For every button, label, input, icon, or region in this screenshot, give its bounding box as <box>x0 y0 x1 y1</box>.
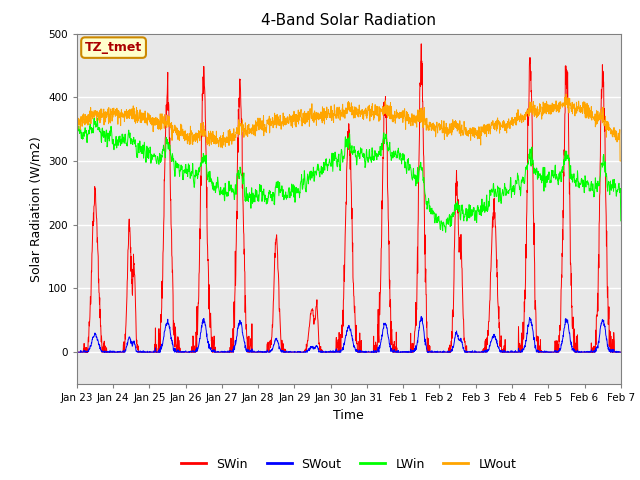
LWin <box>73 132 81 138</box>
Legend: SWin, SWout, LWin, LWout: SWin, SWout, LWin, LWout <box>176 453 522 476</box>
LWin <box>225 181 232 187</box>
SWout <box>584 349 592 355</box>
LWout <box>584 102 592 108</box>
SWout <box>365 348 372 354</box>
SWin <box>365 349 372 355</box>
SWout <box>73 349 81 355</box>
Title: 4-Band Solar Radiation: 4-Band Solar Radiation <box>261 13 436 28</box>
LWin <box>570 174 577 180</box>
SWout <box>225 348 232 354</box>
SWin <box>417 41 425 47</box>
LWin <box>442 229 449 235</box>
Text: TZ_tmet: TZ_tmet <box>85 41 142 54</box>
SWout <box>508 349 515 355</box>
Line: SWin: SWin <box>77 44 621 352</box>
Line: SWout: SWout <box>77 316 621 352</box>
SWin <box>584 349 592 355</box>
LWin <box>617 218 625 224</box>
LWout <box>376 105 384 111</box>
Y-axis label: Solar Radiation (W/m2): Solar Radiation (W/m2) <box>29 136 43 282</box>
LWout <box>563 91 570 97</box>
LWin <box>584 180 592 186</box>
LWout <box>365 108 372 113</box>
LWin <box>376 151 384 156</box>
LWout <box>73 122 81 128</box>
LWin <box>90 115 98 121</box>
LWout <box>225 131 232 136</box>
SWout <box>617 349 625 355</box>
LWout <box>507 118 515 123</box>
SWout <box>376 342 384 348</box>
SWout <box>570 346 577 351</box>
SWin <box>507 349 515 355</box>
SWin <box>569 325 577 331</box>
SWout <box>417 313 425 319</box>
LWin <box>365 157 372 163</box>
X-axis label: Time: Time <box>333 408 364 421</box>
SWin <box>73 349 81 355</box>
SWin <box>225 349 232 355</box>
SWin <box>376 292 384 298</box>
LWin <box>508 188 515 193</box>
LWout <box>616 158 624 164</box>
Line: LWin: LWin <box>77 118 621 232</box>
SWin <box>617 349 625 355</box>
LWout <box>617 158 625 164</box>
LWout <box>569 101 577 107</box>
Line: LWout: LWout <box>77 94 621 161</box>
SWout <box>74 349 82 355</box>
